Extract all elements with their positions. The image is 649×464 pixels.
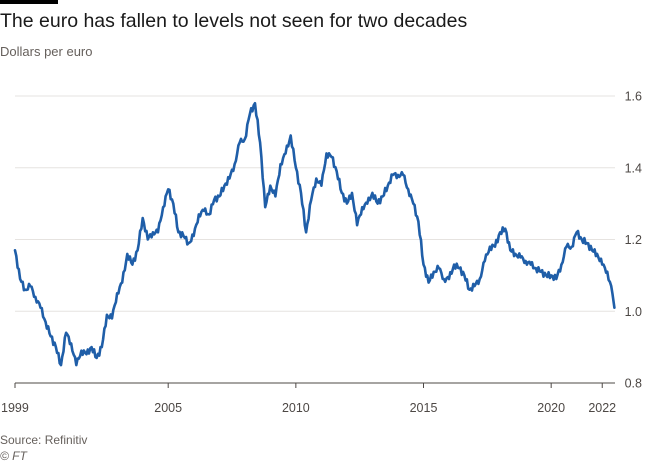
x-tick-label: 2015 (410, 401, 438, 415)
series-line (13, 101, 616, 367)
y-tick-label: 1.6 (625, 90, 642, 104)
y-tick-label: 0.8 (625, 377, 642, 391)
line-chart: 1999 2005 2010 2015 2020 2022 0.8 1.0 1.2 1.4 1.6 (1, 90, 642, 416)
top-accent-bar (0, 0, 58, 4)
series-group (13, 101, 616, 367)
chart-title: The euro has fallen to levels not seen f… (0, 10, 468, 32)
gridlines (15, 95, 615, 384)
x-tick-label: 1999 (1, 401, 29, 415)
credit-note: © FT (0, 449, 27, 463)
x-tick-label: 2020 (537, 401, 565, 415)
y-tick-label: 1.0 (625, 305, 642, 319)
y-tick-label: 1.4 (625, 161, 642, 175)
y-axis: 0.8 1.0 1.2 1.4 1.6 (625, 90, 642, 391)
x-tick-label: 2022 (588, 401, 616, 415)
source-note: Source: Refinitiv (0, 433, 88, 447)
x-tick-label: 2010 (282, 401, 310, 415)
chart-subtitle: Dollars per euro (0, 44, 93, 59)
x-tick-label: 2005 (154, 401, 182, 415)
x-axis: 1999 2005 2010 2015 2020 2022 (1, 382, 616, 415)
y-tick-label: 1.2 (625, 233, 642, 247)
